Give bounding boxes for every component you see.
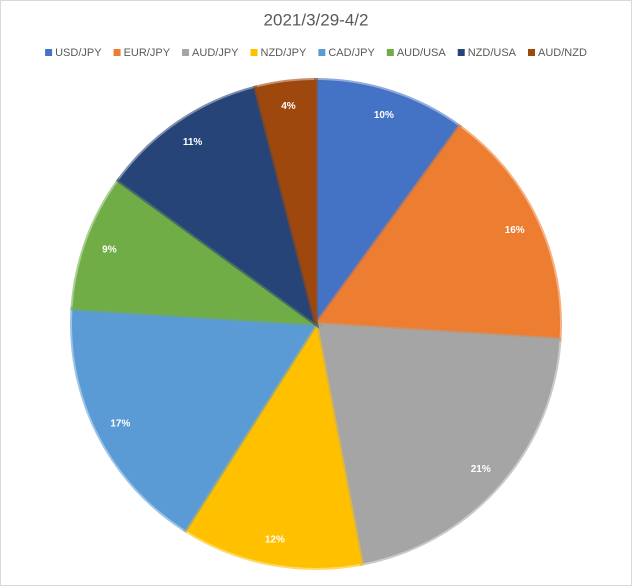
data-label: 9% — [102, 244, 117, 255]
pie-slice — [70, 177, 323, 327]
pie-slice — [314, 77, 463, 331]
legend-swatch — [250, 49, 258, 56]
data-label: 10% — [374, 110, 394, 121]
legend-label: USD/JPY — [55, 47, 102, 59]
legend-swatch — [45, 49, 53, 56]
legend-swatch — [457, 49, 465, 56]
pie-slice — [312, 123, 562, 342]
legend-label: AUD/JPY — [192, 47, 239, 59]
pie-slice — [115, 85, 320, 329]
legend-label: AUD/USA — [397, 47, 447, 59]
data-label: 11% — [183, 137, 203, 148]
legend-label: CAD/JPY — [328, 47, 375, 59]
data-label: 21% — [471, 464, 491, 475]
legend-swatch — [113, 49, 121, 56]
legend-swatch — [182, 49, 190, 56]
legend: USD/JPY EUR/JPY AUD/JPY NZD/JPY CAD/JPY AUD/U… — [45, 47, 587, 59]
data-label: 16% — [505, 225, 525, 236]
data-label: 4% — [281, 101, 296, 112]
data-label: 17% — [110, 418, 130, 429]
data-label: 12% — [265, 534, 285, 545]
legend-label: EUR/JPY — [124, 47, 171, 59]
legend-swatch — [386, 49, 394, 56]
legend-swatch — [528, 49, 536, 56]
legend-label: NZD/JPY — [261, 47, 308, 59]
legend-swatch — [318, 49, 326, 56]
pie-slice — [313, 321, 562, 567]
pie-slice — [70, 306, 320, 533]
chart-title: 2021/3/29-4/2 — [264, 10, 369, 29]
legend-label: AUD/NZD — [538, 47, 587, 59]
legend-label: NZD/USA — [468, 47, 517, 59]
pie-slice — [252, 77, 318, 325]
pie-slice — [182, 318, 365, 570]
